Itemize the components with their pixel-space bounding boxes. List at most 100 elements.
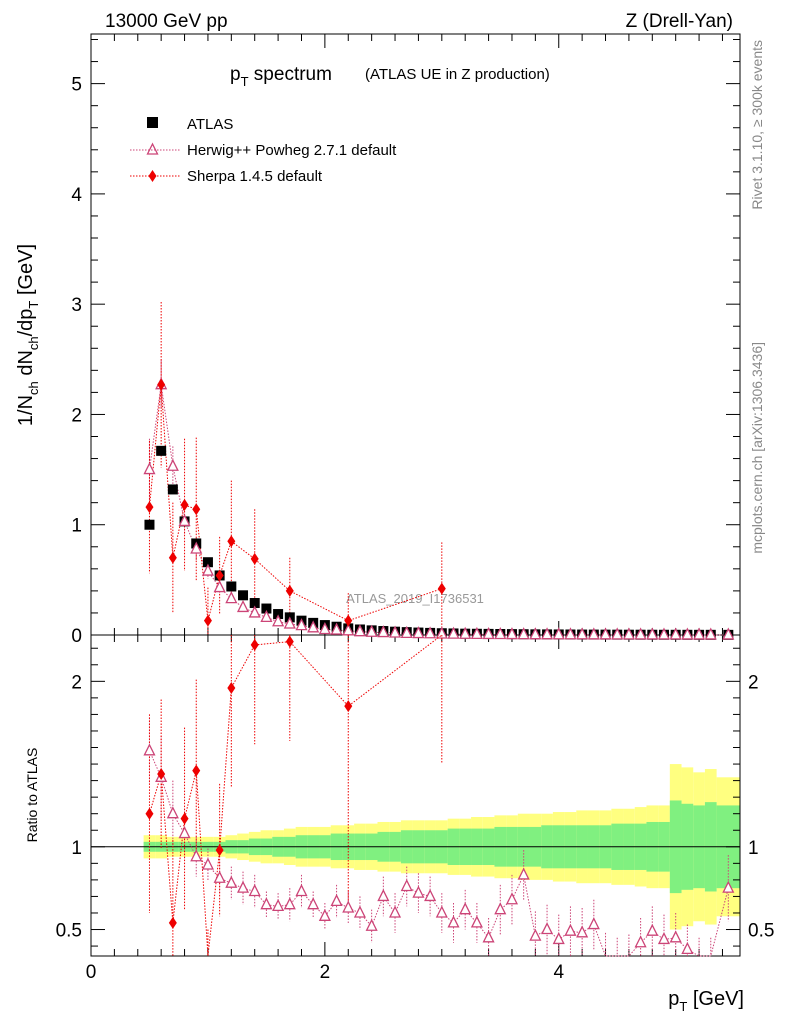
atlas-point [144,519,155,530]
herwig-ratio-point [307,897,320,910]
legend-sherpa-label: Sherpa 1.4.5 default [187,168,323,185]
main-series [143,301,735,640]
herwig-point [494,627,507,640]
main-y-tick-label: 3 [71,295,82,316]
herwig-point [248,605,261,618]
herwig-ratio-point [722,880,735,893]
herwig-point [201,563,214,576]
herwig-point [564,627,577,640]
legend: ATLAS Herwig++ Powheg 2.7.1 default Sher… [130,116,397,185]
title-sub: T [241,74,249,89]
sherpa-point [344,614,353,627]
atlas-point [202,557,213,568]
sherpa-point [145,501,154,514]
herwig-ratio-point [552,932,565,945]
sherpa-point [180,498,189,511]
sherpa-ratio-point [227,681,236,694]
sherpa-point [227,535,236,548]
herwig-ratio-point [213,870,226,883]
axis-tick-labels: 0 2 4 0 1 2 3 4 5 0.5 0.5 1 1 2 2 [56,75,775,983]
herwig-ratio-point [400,879,413,892]
herwig-point [482,626,495,640]
herwig-point [657,627,671,640]
main-ylabel: 1/Nch dNch/dpT [GeV] [15,244,41,426]
herwig-point [424,626,437,639]
sherpa-ratio-point [344,700,353,713]
sherpa-ratio-point [192,764,201,777]
herwig-ratio-point [470,915,483,928]
sherpa-ratio-point [215,844,224,857]
herwig-point [400,625,413,638]
herwig-ratio-point [494,902,507,915]
herwig-point [529,627,542,640]
atlas-point [261,603,272,614]
herwig-point [143,462,156,475]
herwig-ratio-point [388,905,402,918]
herwig-point [470,626,483,639]
plot-title: pT spectrum [230,64,332,89]
mcplots-label: mcplots.cern.ch [arXiv:1306.3436] [749,342,765,554]
herwig-point [587,627,600,640]
herwig-point [704,627,717,640]
atlas-point [156,445,167,456]
sherpa-point [437,582,446,595]
x-tick-label: 2 [320,962,331,983]
herwig-ratio-point [517,867,530,880]
herwig-ratio-point [447,915,460,928]
herwig-ratio-point [576,925,589,938]
sherpa-point [168,551,177,564]
sherpa-point [285,584,294,597]
sherpa-ratio-point [157,767,166,780]
herwig-ratio-point [225,875,238,888]
herwig-ratio-point [260,897,273,910]
herwig-ratio-point [564,923,577,936]
sherpa-point [192,503,201,516]
sherpa-point [157,378,166,391]
herwig-ratio-point [424,888,437,902]
herwig-point [213,580,226,593]
herwig-ratio-point [143,743,156,756]
atlas-point [167,484,178,495]
legend-atlas-label: ATLAS [187,116,233,133]
herwig-point [634,627,647,640]
herwig-ratio-point [646,923,659,936]
herwig-ratio-point [377,888,390,902]
herwig-point [722,627,735,640]
herwig-ratio-point [587,917,600,930]
title-rest: spectrum [249,64,332,85]
herwig-ratio-point [166,806,179,819]
ratio-ylabel: Ratio to ATLAS [24,748,40,843]
atlas-point [273,609,284,620]
sherpa-ratio-point [145,807,154,820]
plot-subtitle: (ATLAS UE in Z production) [365,66,550,83]
herwig-point [353,624,367,637]
herwig-ratio-point [541,922,554,935]
ratio-y-tick-label: 2 [71,672,82,693]
sherpa-point [250,552,259,565]
sherpa-point [203,614,212,627]
sherpa-ratio-line [148,634,443,957]
herwig-point [669,627,682,640]
xlabel: pT [GeV] [668,988,744,1014]
herwig-ratio-point [318,908,331,921]
herwig-ratio-point [201,857,214,870]
herwig-point [693,627,706,640]
herwig-point [225,591,238,604]
legend-sherpa-marker [148,170,157,182]
herwig-point [541,627,554,640]
herwig-point [447,626,460,639]
herwig-ratio-point [459,902,472,915]
herwig-ratio-point [248,884,261,897]
herwig-point [622,627,635,640]
herwig-ratio-point [529,928,542,941]
ratio-y-tick-label-right: 2 [748,672,759,693]
header-left: 13000 GeV pp [105,11,228,32]
herwig-ratio-point [681,941,694,955]
sherpa-ratio-point [250,638,259,651]
herwig-ratio-point [342,900,355,913]
herwig-point [330,622,343,635]
herwig-point [505,627,519,640]
legend-herwig-label: Herwig++ Powheg 2.7.1 default [187,142,397,159]
herwig-ratio-point [412,885,425,898]
